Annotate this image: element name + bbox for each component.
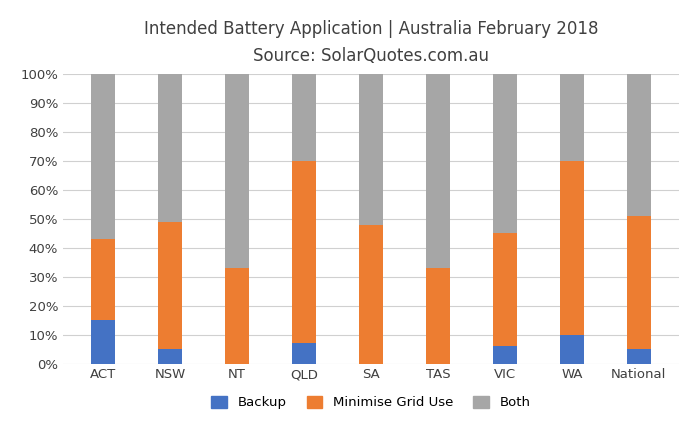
Bar	[158, 222, 182, 349]
Bar	[359, 74, 383, 225]
Bar	[293, 343, 316, 364]
Bar	[92, 74, 115, 239]
Bar	[158, 74, 182, 222]
Bar	[627, 349, 650, 364]
Bar	[293, 74, 316, 161]
Legend: Backup, Minimise Grid Use, Both: Backup, Minimise Grid Use, Both	[206, 391, 536, 415]
Bar	[293, 161, 316, 343]
Bar	[225, 74, 248, 268]
Bar	[92, 239, 115, 320]
Bar	[426, 268, 449, 364]
Bar	[225, 268, 248, 364]
Bar	[359, 225, 383, 364]
Bar	[426, 74, 449, 268]
Bar	[627, 74, 650, 216]
Bar	[560, 335, 584, 364]
Bar	[494, 74, 517, 233]
Bar	[627, 216, 650, 349]
Title: Intended Battery Application | Australia February 2018
Source: SolarQuotes.com.a: Intended Battery Application | Australia…	[144, 20, 598, 64]
Bar	[494, 346, 517, 364]
Bar	[560, 74, 584, 161]
Bar	[560, 161, 584, 335]
Bar	[92, 320, 115, 364]
Bar	[494, 233, 517, 346]
Bar	[158, 349, 182, 364]
